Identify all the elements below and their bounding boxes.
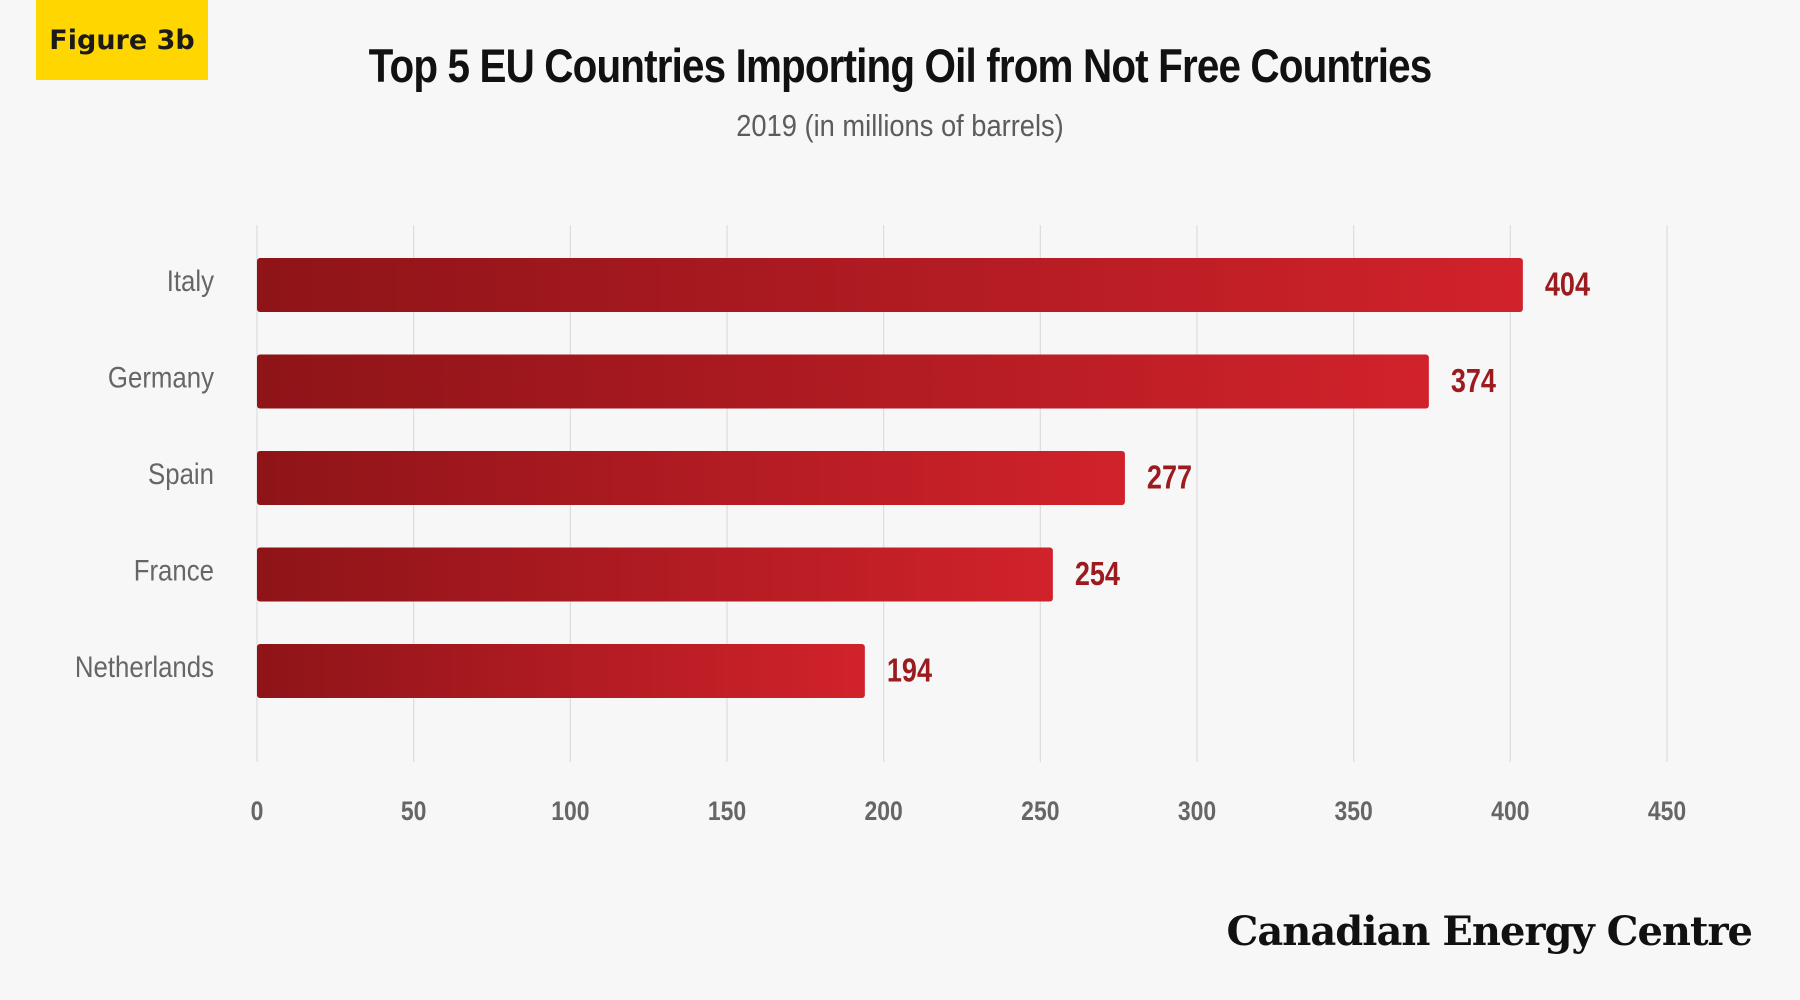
brand-logo: Canadian Energy Centre	[1226, 908, 1753, 955]
chart-title: Top 5 EU Countries Importing Oil from No…	[368, 39, 1433, 92]
value-label: 194	[887, 653, 932, 689]
x-tick-label: 450	[1648, 796, 1686, 826]
category-label: Spain	[148, 457, 214, 490]
bars	[257, 258, 1523, 698]
value-label: 374	[1451, 364, 1496, 400]
value-label: 277	[1147, 460, 1192, 496]
x-tick-label: 300	[1178, 796, 1216, 826]
category-label: Netherlands	[75, 650, 214, 683]
value-label: 404	[1545, 267, 1590, 303]
value-label: 254	[1075, 557, 1120, 593]
x-tick-label: 50	[401, 796, 427, 826]
x-tick-label: 400	[1491, 796, 1529, 826]
bar	[257, 547, 1053, 602]
labels: 0 50 100 150 200 250 300 350 400 450 Italy 404 Germa…	[75, 264, 1686, 826]
x-tick-label: 250	[1021, 796, 1059, 826]
x-tick-label: 0	[251, 796, 264, 826]
x-tick-label: 150	[708, 796, 746, 826]
x-tick-label: 100	[551, 796, 589, 826]
bar	[257, 354, 1429, 409]
chart-subtitle: 2019 (in millions of barrels)	[736, 108, 1064, 143]
bar	[257, 258, 1523, 312]
figure-label: Figure 3b	[36, 0, 208, 80]
x-tick-label: 350	[1335, 796, 1373, 826]
category-label: Italy	[167, 264, 214, 297]
bar	[257, 451, 1125, 505]
category-label: Germany	[108, 361, 214, 394]
x-tick-label: 200	[865, 796, 903, 826]
bar	[257, 644, 865, 698]
category-label: France	[134, 554, 214, 587]
